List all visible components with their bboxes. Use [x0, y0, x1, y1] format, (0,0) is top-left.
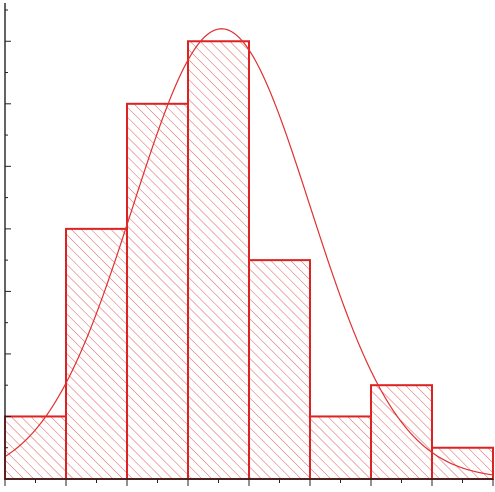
histogram-bar-4 — [188, 41, 249, 479]
histogram-bar-3 — [127, 104, 188, 479]
histogram-bar-7 — [371, 385, 432, 479]
histogram-bar-1 — [5, 416, 66, 479]
histogram-bar-2 — [66, 229, 127, 479]
histogram-bar-5 — [249, 260, 310, 479]
histogram-bar-8 — [432, 448, 493, 479]
bars-group — [5, 41, 493, 479]
histogram-bar-6 — [310, 416, 371, 479]
